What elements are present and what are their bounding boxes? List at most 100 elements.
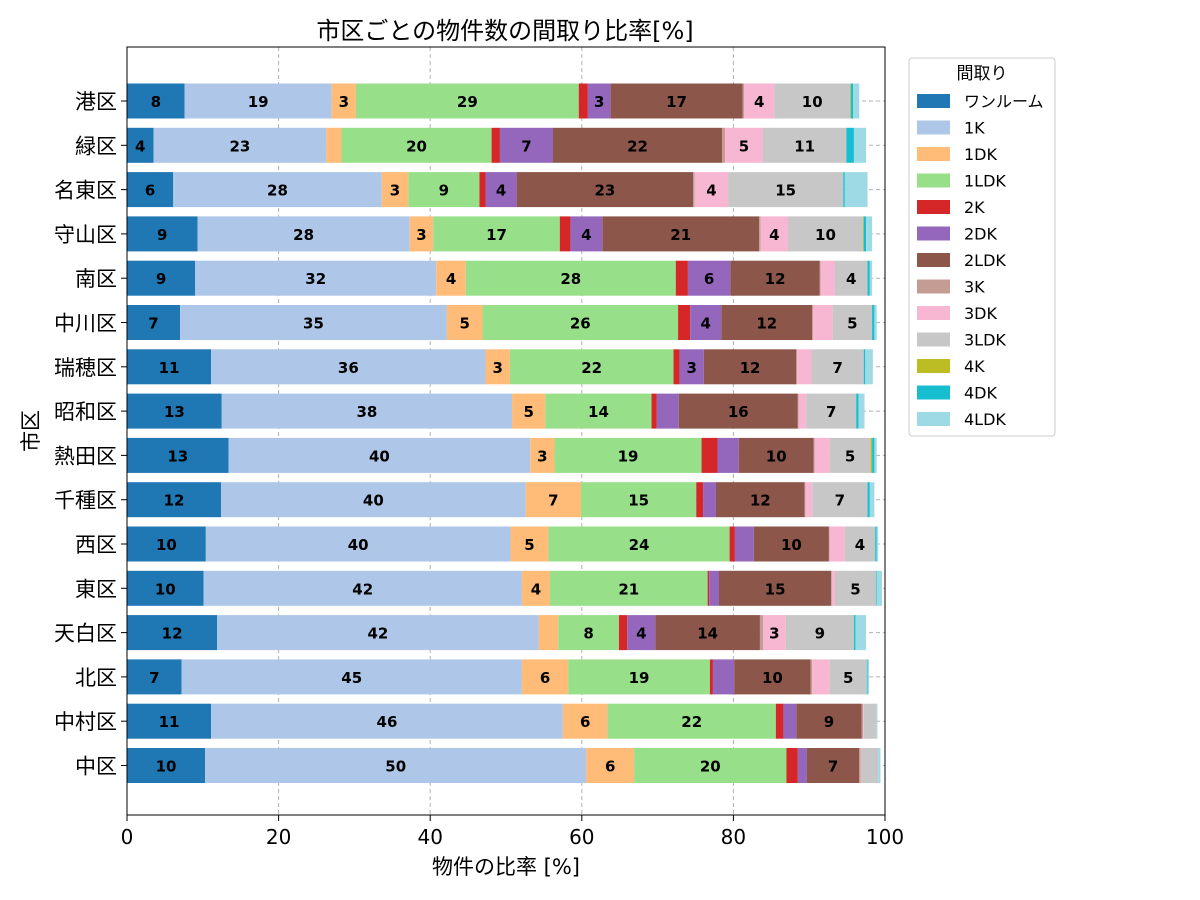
bar-value-label: 19 [618, 447, 639, 465]
bar-value-label: 7 [548, 492, 558, 510]
legend-label: 1LDK [964, 172, 1006, 191]
bar-segment [853, 127, 867, 163]
bar-value-label: 6 [145, 182, 155, 200]
bar-value-label: 10 [802, 93, 823, 111]
bar-value-label: 5 [524, 536, 534, 554]
bar-value-label: 15 [628, 492, 649, 510]
bar-value-label: 20 [700, 758, 721, 776]
bar-segment [717, 437, 739, 473]
bar-segment [858, 393, 865, 429]
bar-segment [127, 216, 198, 252]
bar-segment [876, 570, 882, 606]
legend-label: 3LDK [964, 331, 1006, 350]
bar-segment [870, 437, 873, 473]
bar-value-label: 35 [303, 315, 324, 333]
bar-segment [804, 482, 806, 518]
bar-segment [762, 615, 786, 651]
bar-segment [341, 127, 492, 163]
legend-swatch [917, 279, 950, 294]
bar-segment [813, 437, 815, 473]
bar-value-label: 11 [794, 137, 815, 155]
bar-segment [875, 570, 877, 606]
bar-value-label: 10 [815, 226, 836, 244]
bar-segment [509, 349, 674, 385]
bar-segment [127, 127, 154, 163]
bar-segment [602, 216, 760, 252]
bar-segment [856, 393, 859, 429]
bar-segment [843, 172, 845, 208]
legend-label: 1DK [964, 145, 998, 164]
x-tick-label: 80 [721, 825, 746, 849]
bar-segment [774, 83, 851, 119]
legend-label: 4LDK [964, 410, 1006, 429]
bar-segment [578, 83, 588, 119]
bar-segment [712, 659, 735, 695]
bar-segment [844, 172, 868, 208]
bar-segment [861, 748, 879, 783]
bar-value-label: 7 [149, 669, 159, 687]
bar-segment [798, 393, 807, 429]
bar-segment [217, 615, 539, 651]
legend-label: 4DK [964, 384, 998, 403]
bar-segment [549, 570, 708, 606]
bar-segment [834, 570, 876, 606]
bar-value-label: 22 [627, 137, 648, 155]
bar-segment [853, 83, 860, 119]
bar-segment [408, 172, 480, 208]
bar-segment [725, 127, 763, 163]
bar-segment [581, 482, 697, 518]
bar-value-label: 20 [406, 137, 427, 155]
bar-value-label: 10 [155, 580, 176, 598]
bar-segment [806, 393, 857, 429]
bar-segment [485, 172, 517, 208]
bar-segment [812, 305, 833, 340]
bar-segment [127, 349, 212, 385]
bar-value-label: 40 [363, 492, 384, 510]
bar-segment [865, 349, 873, 385]
legend-label: 3K [964, 278, 985, 297]
bar-segment [610, 83, 743, 119]
y-tick-label: 名東区 [54, 179, 117, 203]
bar-segment [127, 172, 174, 208]
bar-value-label: 17 [486, 226, 507, 244]
bar-value-label: 7 [828, 758, 838, 776]
bar-segment [436, 260, 466, 296]
bar-segment [797, 349, 812, 385]
bar-value-label: 11 [159, 359, 180, 377]
bar-value-label: 10 [781, 536, 802, 554]
bar-value-label: 10 [762, 669, 783, 687]
bar-segment [482, 305, 679, 340]
legend-swatch [917, 412, 950, 426]
bar-segment [181, 659, 522, 695]
bar-segment [521, 659, 569, 695]
bar-segment [570, 216, 603, 252]
y-tick-label: 天白区 [54, 622, 117, 646]
bar-segment [127, 305, 181, 340]
chart-title: 市区ごとの物件数の間取り比率[%] [316, 17, 693, 45]
bar-segment [819, 260, 821, 296]
bar-value-label: 4 [769, 226, 779, 244]
bar-segment [696, 482, 704, 518]
bar-value-label: 23 [594, 182, 615, 200]
bar-value-label: 7 [148, 315, 158, 333]
bar-segment [869, 482, 875, 518]
bar-segment [855, 615, 867, 651]
bar-value-label: 19 [629, 669, 650, 687]
bar-segment [538, 615, 559, 651]
bar-segment [618, 615, 628, 651]
legend-swatch [917, 120, 950, 135]
bar-segment [205, 748, 587, 783]
bar-segment [409, 216, 434, 252]
bar-value-label: 6 [605, 758, 615, 776]
bar-segment [721, 305, 813, 340]
bar-segment [785, 615, 854, 651]
bar-segment [796, 349, 798, 385]
bar-segment [872, 305, 875, 340]
bar-segment [875, 526, 877, 562]
bar-segment [738, 437, 814, 473]
bar-segment [173, 172, 382, 208]
bar-segment [211, 349, 486, 385]
bar-value-label: 4 [636, 625, 646, 643]
legend-label: 2K [964, 198, 985, 217]
